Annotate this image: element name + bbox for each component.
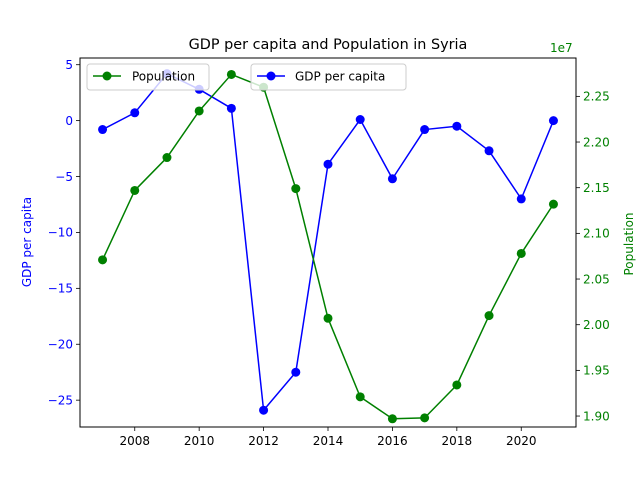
series-population-point-2014 [323, 313, 333, 323]
y-axis-left-label: GDP per capita [20, 197, 34, 287]
y-right-tick-label-5: 2.15 [583, 181, 610, 195]
series-gdp-per-capita-point-2017 [420, 125, 430, 135]
series-population-point-2019 [484, 311, 494, 321]
series-population-point-2021 [548, 199, 558, 209]
y-right-tick-label-2: 2.00 [583, 318, 610, 332]
y-right-tick-label-4: 2.10 [583, 227, 610, 241]
x-tick-label-2020: 2020 [506, 434, 537, 448]
series-population-point-2015 [355, 392, 365, 402]
y-right-tick-label-1: 1.95 [583, 364, 610, 378]
y-axis-right-offset: 1e7 [550, 41, 573, 55]
x-tick-label-2008: 2008 [119, 434, 150, 448]
series-gdp-per-capita-point-2018 [452, 121, 462, 131]
x-tick-label-2014: 2014 [313, 434, 344, 448]
series-population-point-2017 [420, 413, 430, 423]
series-gdp-per-capita-point-2013 [291, 367, 301, 377]
series-population-point-2018 [452, 380, 462, 390]
series-population-point-2011 [226, 69, 236, 79]
chart-title: GDP per capita and Population in Syria [189, 37, 468, 53]
series-population-line [101, 73, 555, 420]
y-axis-right: 1.90 1.95 2.00 2.05 2.10 2.15 2.20 2.25 [576, 90, 610, 423]
series-population [98, 69, 558, 424]
legend-gdp: GDP per capita [250, 63, 407, 91]
x-axis: 2008 2010 2012 2014 2016 2018 2020 [119, 427, 537, 448]
legend-population-label: Population [132, 70, 195, 84]
y-left-tick-label--15: −15 [48, 282, 73, 296]
series-population-point-2008 [130, 185, 140, 195]
series-gdp-per-capita-point-2020 [516, 194, 526, 204]
series-gdp-per-capita-point-2016 [387, 174, 397, 184]
legend-gdp-label: GDP per capita [295, 70, 385, 84]
y-axis-right-label: Population [622, 212, 636, 275]
x-tick-label-2010: 2010 [184, 434, 215, 448]
legend-gdp-marker [266, 71, 276, 81]
series-population-point-2013 [291, 184, 301, 194]
series-gdp-per-capita-point-2007 [98, 125, 108, 135]
y-left-tick-label--20: −20 [48, 338, 73, 352]
legend-population: Population [86, 63, 210, 91]
series-gdp-per-capita-line [102, 72, 555, 411]
plot-lines [98, 69, 558, 424]
series-population-point-2016 [387, 414, 397, 424]
y-left-tick-label--5: −5 [55, 170, 73, 184]
plot-frame [79, 57, 577, 428]
x-tick-label-2018: 2018 [442, 434, 473, 448]
series-gdp-per-capita-point-2021 [548, 116, 558, 126]
y-left-tick-label-5: 5 [65, 58, 73, 72]
y-right-tick-label-6: 2.20 [583, 135, 610, 149]
legend-population-marker [102, 71, 112, 81]
series-gdp-per-capita-point-2011 [226, 103, 236, 113]
y-left-tick-label-0: 0 [65, 114, 73, 128]
series-population-point-2020 [516, 248, 526, 258]
series-gdp-per-capita-point-2008 [130, 108, 140, 118]
series-gdp-per-capita-point-2015 [355, 115, 365, 124]
series-gdp-per-capita-point-2014 [323, 159, 333, 169]
series-population-point-2009 [162, 153, 172, 163]
series-gdp-per-capita [98, 69, 558, 415]
series-gdp-per-capita-point-2019 [484, 146, 494, 156]
y-right-tick-label-7: 2.25 [583, 90, 610, 104]
y-right-tick-label-3: 2.05 [583, 272, 610, 286]
y-left-tick-label--25: −25 [48, 393, 73, 407]
series-population-point-2010 [194, 106, 204, 116]
y-axis-left: 5 0 −5 −10 −15 −20 −25 [48, 58, 80, 407]
x-tick-label-2016: 2016 [377, 434, 408, 448]
x-tick-label-2012: 2012 [248, 434, 279, 448]
series-gdp-per-capita-point-2012 [259, 405, 269, 415]
y-right-tick-label-0: 1.90 [583, 409, 610, 423]
series-population-point-2007 [98, 255, 108, 265]
y-left-tick-label--10: −10 [48, 226, 73, 240]
